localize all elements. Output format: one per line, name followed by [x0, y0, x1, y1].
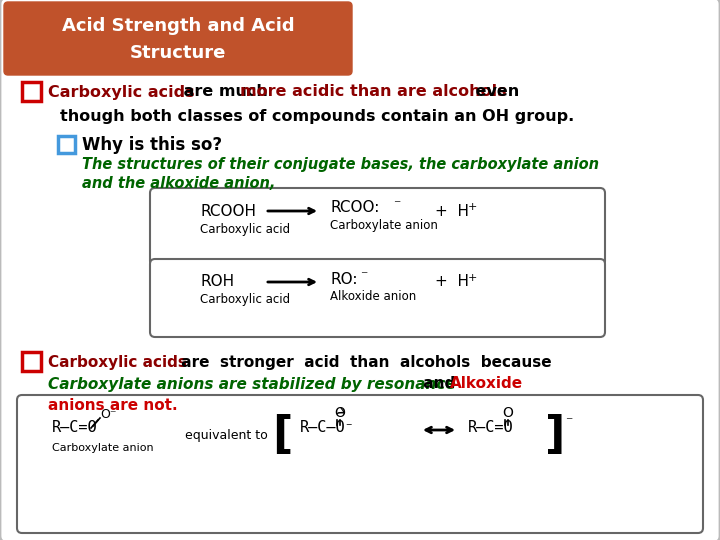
- Text: ⁻: ⁻: [565, 415, 572, 429]
- Text: O⁻: O⁻: [100, 408, 117, 422]
- Text: Structure: Structure: [130, 44, 226, 62]
- Text: ]: ]: [545, 414, 565, 456]
- Text: Carboxylate anion: Carboxylate anion: [330, 219, 438, 233]
- Text: RO:: RO:: [330, 272, 358, 287]
- FancyBboxPatch shape: [17, 395, 703, 533]
- Text: more acidic than are alcohols: more acidic than are alcohols: [240, 84, 507, 99]
- FancyBboxPatch shape: [150, 188, 605, 266]
- FancyBboxPatch shape: [150, 259, 605, 337]
- Text: anions are not.: anions are not.: [48, 399, 178, 414]
- Text: and: and: [418, 376, 461, 392]
- Text: The structures of their conjugate bases, the carboxylate anion: The structures of their conjugate bases,…: [82, 158, 599, 172]
- Text: +  H: + H: [435, 274, 469, 289]
- Text: Why is this so?: Why is this so?: [82, 136, 222, 154]
- Text: +  H: + H: [435, 204, 469, 219]
- Text: Carboxylic acids: Carboxylic acids: [48, 354, 187, 369]
- Text: equivalent to: equivalent to: [185, 429, 268, 442]
- Text: ⁻: ⁻: [360, 269, 367, 283]
- Text: Carboxylic acids: Carboxylic acids: [48, 84, 194, 99]
- Text: ROH: ROH: [200, 274, 234, 289]
- Text: Carboxylate anions are stabilized by resonance: Carboxylate anions are stabilized by res…: [48, 376, 456, 392]
- Text: Carboxylate anion: Carboxylate anion: [52, 443, 153, 453]
- Text: Acid Strength and Acid: Acid Strength and Acid: [62, 17, 294, 35]
- Text: [: [: [272, 414, 292, 456]
- Text: RCOO:: RCOO:: [330, 200, 379, 215]
- Text: +: +: [468, 273, 477, 283]
- Text: Alkoxide: Alkoxide: [450, 376, 523, 392]
- Text: RCOOH: RCOOH: [200, 204, 256, 219]
- Text: and the alkoxide anion,: and the alkoxide anion,: [82, 176, 275, 191]
- Text: R—C—O⁻: R—C—O⁻: [300, 421, 355, 435]
- Text: +: +: [468, 202, 477, 212]
- FancyBboxPatch shape: [4, 2, 352, 75]
- Text: R—C=O: R—C=O: [52, 421, 98, 435]
- Bar: [58, 136, 75, 153]
- Text: O: O: [334, 406, 345, 420]
- Bar: [22, 352, 41, 371]
- Text: are  stronger  acid  than  alcohols  because: are stronger acid than alcohols because: [176, 354, 552, 369]
- Text: Alkoxide anion: Alkoxide anion: [330, 291, 416, 303]
- Text: are much: are much: [178, 84, 274, 99]
- Text: ⁻: ⁻: [393, 198, 400, 212]
- Text: Carboxylic acid: Carboxylic acid: [200, 224, 290, 237]
- Text: even: even: [470, 84, 519, 99]
- Text: Carboxylic acid: Carboxylic acid: [200, 294, 290, 307]
- Text: R—C=O: R—C=O: [468, 421, 513, 435]
- Text: O: O: [502, 406, 513, 420]
- Bar: [22, 82, 41, 101]
- Text: though both classes of compounds contain an OH group.: though both classes of compounds contain…: [60, 109, 575, 124]
